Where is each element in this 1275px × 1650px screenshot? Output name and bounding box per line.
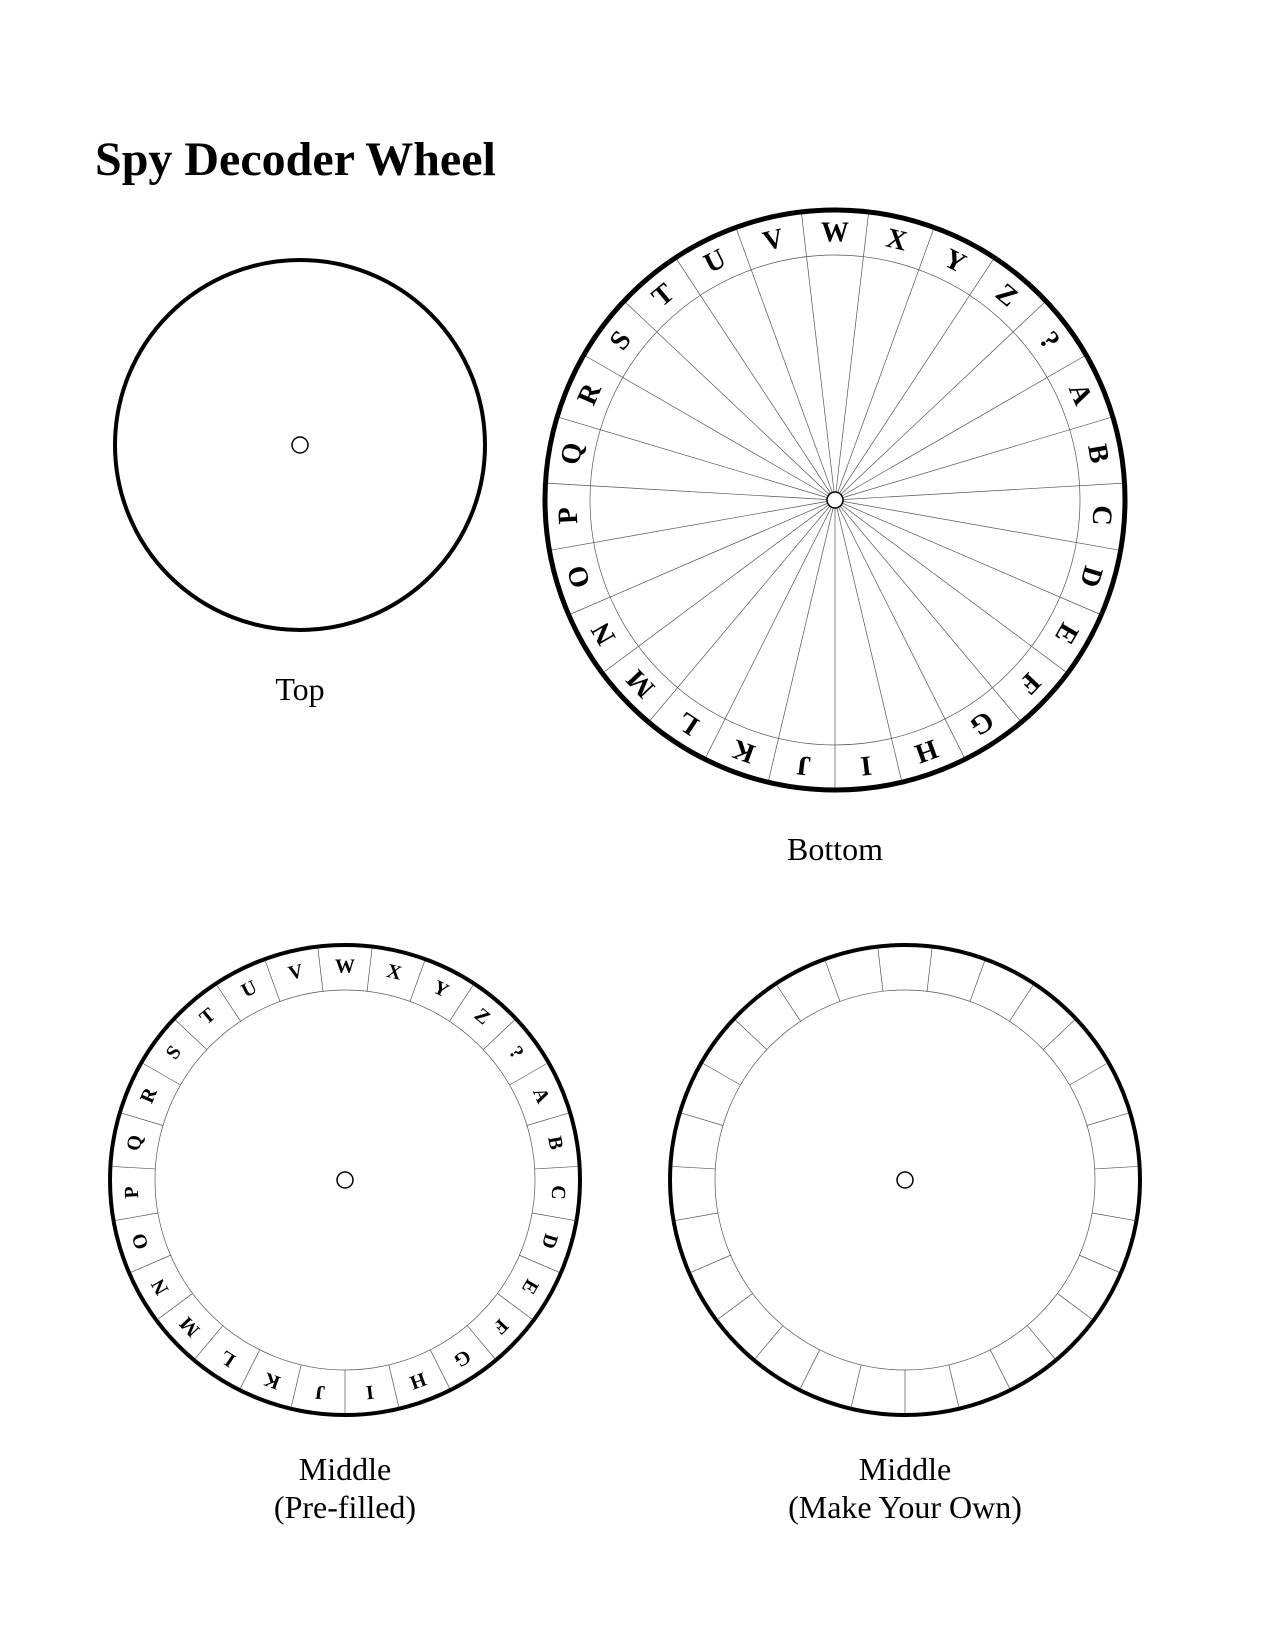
wheel-letter: Z: [470, 1004, 494, 1029]
wheel-letter: D: [1073, 562, 1109, 590]
wheel-letter: W: [335, 956, 355, 978]
wheel-letter: V: [760, 223, 787, 258]
wheel-letter: ?: [504, 1042, 528, 1063]
wheel-letter: P: [552, 506, 584, 525]
label-middle-prefilled: Middle(Pre-filled): [195, 1450, 495, 1527]
wheel-top: [105, 250, 495, 640]
wheel-middle-blank: [660, 935, 1150, 1425]
wheel-letter: K: [261, 1367, 284, 1393]
wheel-letter: L: [672, 705, 705, 741]
wheel-letter: H: [407, 1368, 430, 1394]
wheel-letter: N: [147, 1274, 174, 1298]
wheel-letter: W: [821, 217, 849, 248]
wheel-letter: G: [449, 1345, 474, 1372]
wheel-bottom: A B C DEFGH I J KLMNO P Q RSTUV W XYZ?: [535, 200, 1135, 800]
wheel-letter: E: [1048, 618, 1084, 650]
wheel-letter: M: [175, 1312, 204, 1341]
wheel-letter: D: [537, 1231, 562, 1251]
wheel-letter: R: [572, 378, 609, 410]
wheel-letter: U: [699, 243, 731, 280]
wheel-letter: Y: [429, 976, 452, 1002]
wheel-letter: R: [136, 1084, 162, 1106]
wheel-letter: X: [385, 960, 405, 985]
wheel-letter: K: [728, 733, 759, 770]
wheel-letter: H: [911, 733, 942, 770]
label-top: Top: [150, 670, 450, 708]
wheel-letter: Z: [990, 278, 1024, 314]
wheel-letter: Q: [123, 1133, 147, 1152]
wheel-letter: ?: [1033, 326, 1066, 356]
wheel-letter: A: [1062, 379, 1099, 411]
wheel-letter: I: [859, 749, 873, 781]
wheel-letter: F: [488, 1314, 512, 1338]
wheel-letter: T: [646, 277, 680, 313]
label-middle-blank: Middle(Make Your Own): [755, 1450, 1055, 1527]
wheel-letter: B: [1081, 442, 1115, 466]
wheel-middle-prefilled: A B C D EFGH I J KLMN O P Q RSTUV W XYZ?: [100, 935, 590, 1425]
wheel-letter: N: [585, 617, 622, 650]
wheel-letter: P: [121, 1186, 144, 1199]
wheel-letter: Q: [555, 440, 589, 467]
wheel-letter: B: [543, 1134, 567, 1151]
wheel-letter: T: [196, 1003, 221, 1029]
wheel-letter: J: [795, 749, 813, 781]
wheel-letter: X: [883, 223, 910, 258]
wheel-letter: O: [128, 1231, 154, 1252]
label-bottom: Bottom: [685, 830, 985, 868]
wheel-letter: I: [364, 1381, 374, 1404]
wheel-letter: M: [620, 663, 661, 704]
wheel-letter: J: [314, 1380, 326, 1403]
wheel-letter: A: [528, 1084, 554, 1106]
wheel-letter: V: [286, 960, 306, 985]
wheel-letter: C: [1086, 505, 1118, 527]
wheel-letter: O: [561, 562, 597, 592]
wheel-letter: F: [1012, 666, 1046, 700]
wheel-letter: S: [604, 325, 638, 356]
wheel-letter: C: [547, 1185, 570, 1201]
wheel-letter: L: [216, 1345, 239, 1371]
wheel-letter: Y: [939, 243, 971, 280]
wheel-letter: G: [964, 704, 999, 742]
page-title: Spy Decoder Wheel: [95, 132, 496, 187]
wheel-letter: E: [517, 1275, 543, 1298]
wheel-letter: S: [162, 1042, 186, 1064]
wheel-letter: U: [238, 976, 261, 1002]
